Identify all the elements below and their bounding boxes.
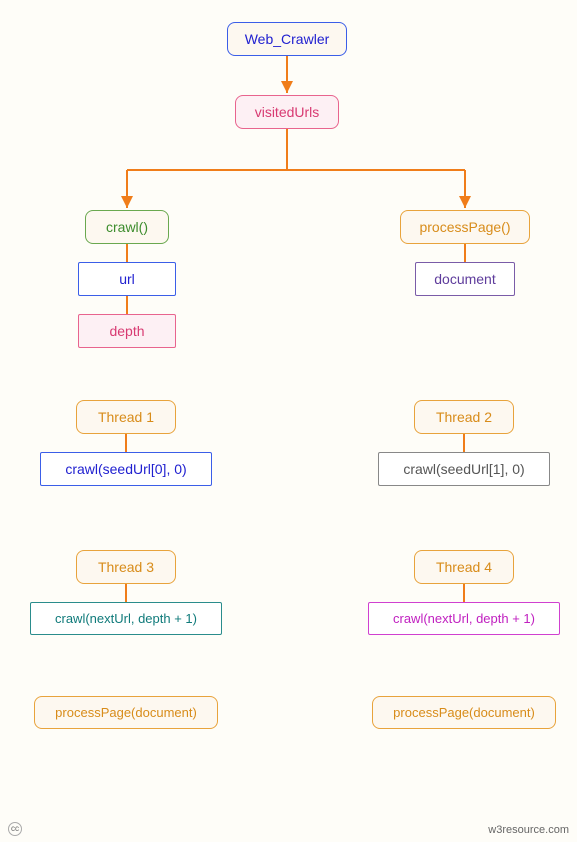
label-processpage-doc1: processPage(document)	[55, 705, 197, 720]
node-thread1: Thread 1	[76, 400, 176, 434]
label-processpage-doc2: processPage(document)	[393, 705, 535, 720]
node-crawl: crawl()	[85, 210, 169, 244]
footer-source: w3resource.com	[488, 824, 569, 836]
node-thread4: Thread 4	[414, 550, 514, 584]
node-visitedurls: visitedUrls	[235, 95, 339, 129]
node-thread3: Thread 3	[76, 550, 176, 584]
label-thread2: Thread 2	[436, 409, 492, 425]
node-url: url	[78, 262, 176, 296]
node-thread2: Thread 2	[414, 400, 514, 434]
label-thread4: Thread 4	[436, 559, 492, 575]
label-web-crawler: Web_Crawler	[245, 31, 330, 47]
node-crawl-next1: crawl(nextUrl, depth + 1)	[30, 602, 222, 635]
node-processpage-doc1: processPage(document)	[34, 696, 218, 729]
label-crawl-seed1: crawl(seedUrl[1], 0)	[403, 461, 524, 477]
label-url: url	[119, 271, 135, 287]
label-crawl-next1: crawl(nextUrl, depth + 1)	[55, 611, 197, 626]
node-processpage-doc2: processPage(document)	[372, 696, 556, 729]
label-thread1: Thread 1	[98, 409, 154, 425]
node-crawl-seed1: crawl(seedUrl[1], 0)	[378, 452, 550, 486]
node-document: document	[415, 262, 515, 296]
label-crawl-next2: crawl(nextUrl, depth + 1)	[393, 611, 535, 626]
label-depth: depth	[109, 323, 144, 339]
label-crawl: crawl()	[106, 219, 148, 235]
node-crawl-next2: crawl(nextUrl, depth + 1)	[368, 602, 560, 635]
node-processpage: processPage()	[400, 210, 530, 244]
node-web-crawler: Web_Crawler	[227, 22, 347, 56]
label-document: document	[434, 271, 495, 287]
label-thread3: Thread 3	[98, 559, 154, 575]
label-visitedurls: visitedUrls	[255, 104, 320, 120]
node-depth: depth	[78, 314, 176, 348]
label-processpage: processPage()	[419, 219, 510, 235]
cc-icon: cc	[8, 822, 22, 836]
footer-cc: cc	[8, 822, 26, 836]
label-crawl-seed0: crawl(seedUrl[0], 0)	[65, 461, 186, 477]
node-crawl-seed0: crawl(seedUrl[0], 0)	[40, 452, 212, 486]
